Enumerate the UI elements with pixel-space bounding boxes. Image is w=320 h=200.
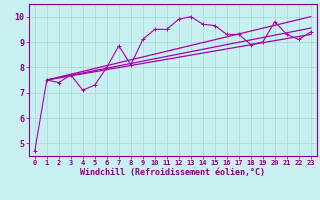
X-axis label: Windchill (Refroidissement éolien,°C): Windchill (Refroidissement éolien,°C): [80, 168, 265, 177]
